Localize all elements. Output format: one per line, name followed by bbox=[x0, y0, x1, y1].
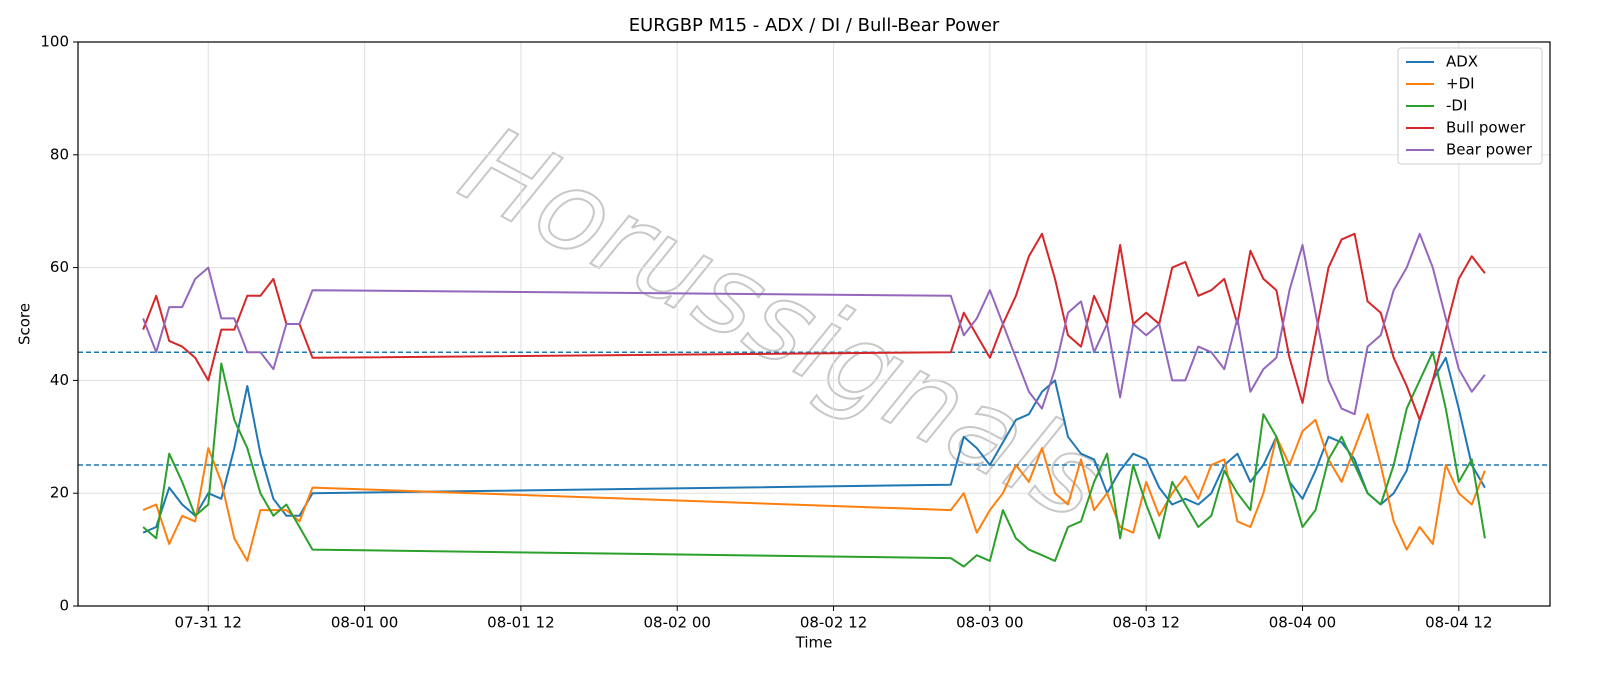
y-tick-label: 80 bbox=[50, 145, 69, 163]
legend-label: -DI bbox=[1446, 97, 1467, 115]
x-tick-label: 07-31 12 bbox=[175, 614, 242, 632]
legend-box bbox=[1397, 47, 1543, 165]
legend-label: Bear power bbox=[1446, 141, 1533, 159]
x-tick-label: 08-01 12 bbox=[487, 614, 554, 632]
x-axis-label: Time bbox=[795, 634, 833, 652]
legend-label: +DI bbox=[1446, 75, 1475, 93]
y-axis-label: Score bbox=[16, 303, 34, 345]
chart-title: EURGBP M15 - ADX / DI / Bull-Bear Power bbox=[629, 15, 1000, 36]
x-tick-label: 08-03 12 bbox=[1112, 614, 1179, 632]
plot-frame bbox=[77, 41, 1551, 607]
y-tick-label: 40 bbox=[50, 371, 69, 389]
legend-label: ADX bbox=[1446, 53, 1478, 71]
x-tick-label: 08-02 12 bbox=[800, 614, 867, 632]
y-tick-label: 60 bbox=[50, 258, 69, 276]
x-tick-label: 08-02 00 bbox=[643, 614, 710, 632]
y-tick-label: 100 bbox=[40, 33, 69, 51]
series-line bbox=[142, 232, 1486, 421]
x-tick-label: 08-04 12 bbox=[1425, 614, 1492, 632]
series-line bbox=[142, 413, 1486, 562]
legend-label: Bull power bbox=[1446, 119, 1526, 137]
y-tick-label: 20 bbox=[50, 484, 69, 502]
series-line bbox=[142, 351, 1486, 568]
x-tick-label: 08-01 00 bbox=[331, 614, 398, 632]
y-tick-label: 0 bbox=[59, 597, 69, 615]
x-tick-label: 08-04 00 bbox=[1269, 614, 1336, 632]
x-tick-label: 08-03 00 bbox=[956, 614, 1023, 632]
series-line bbox=[142, 232, 1486, 416]
